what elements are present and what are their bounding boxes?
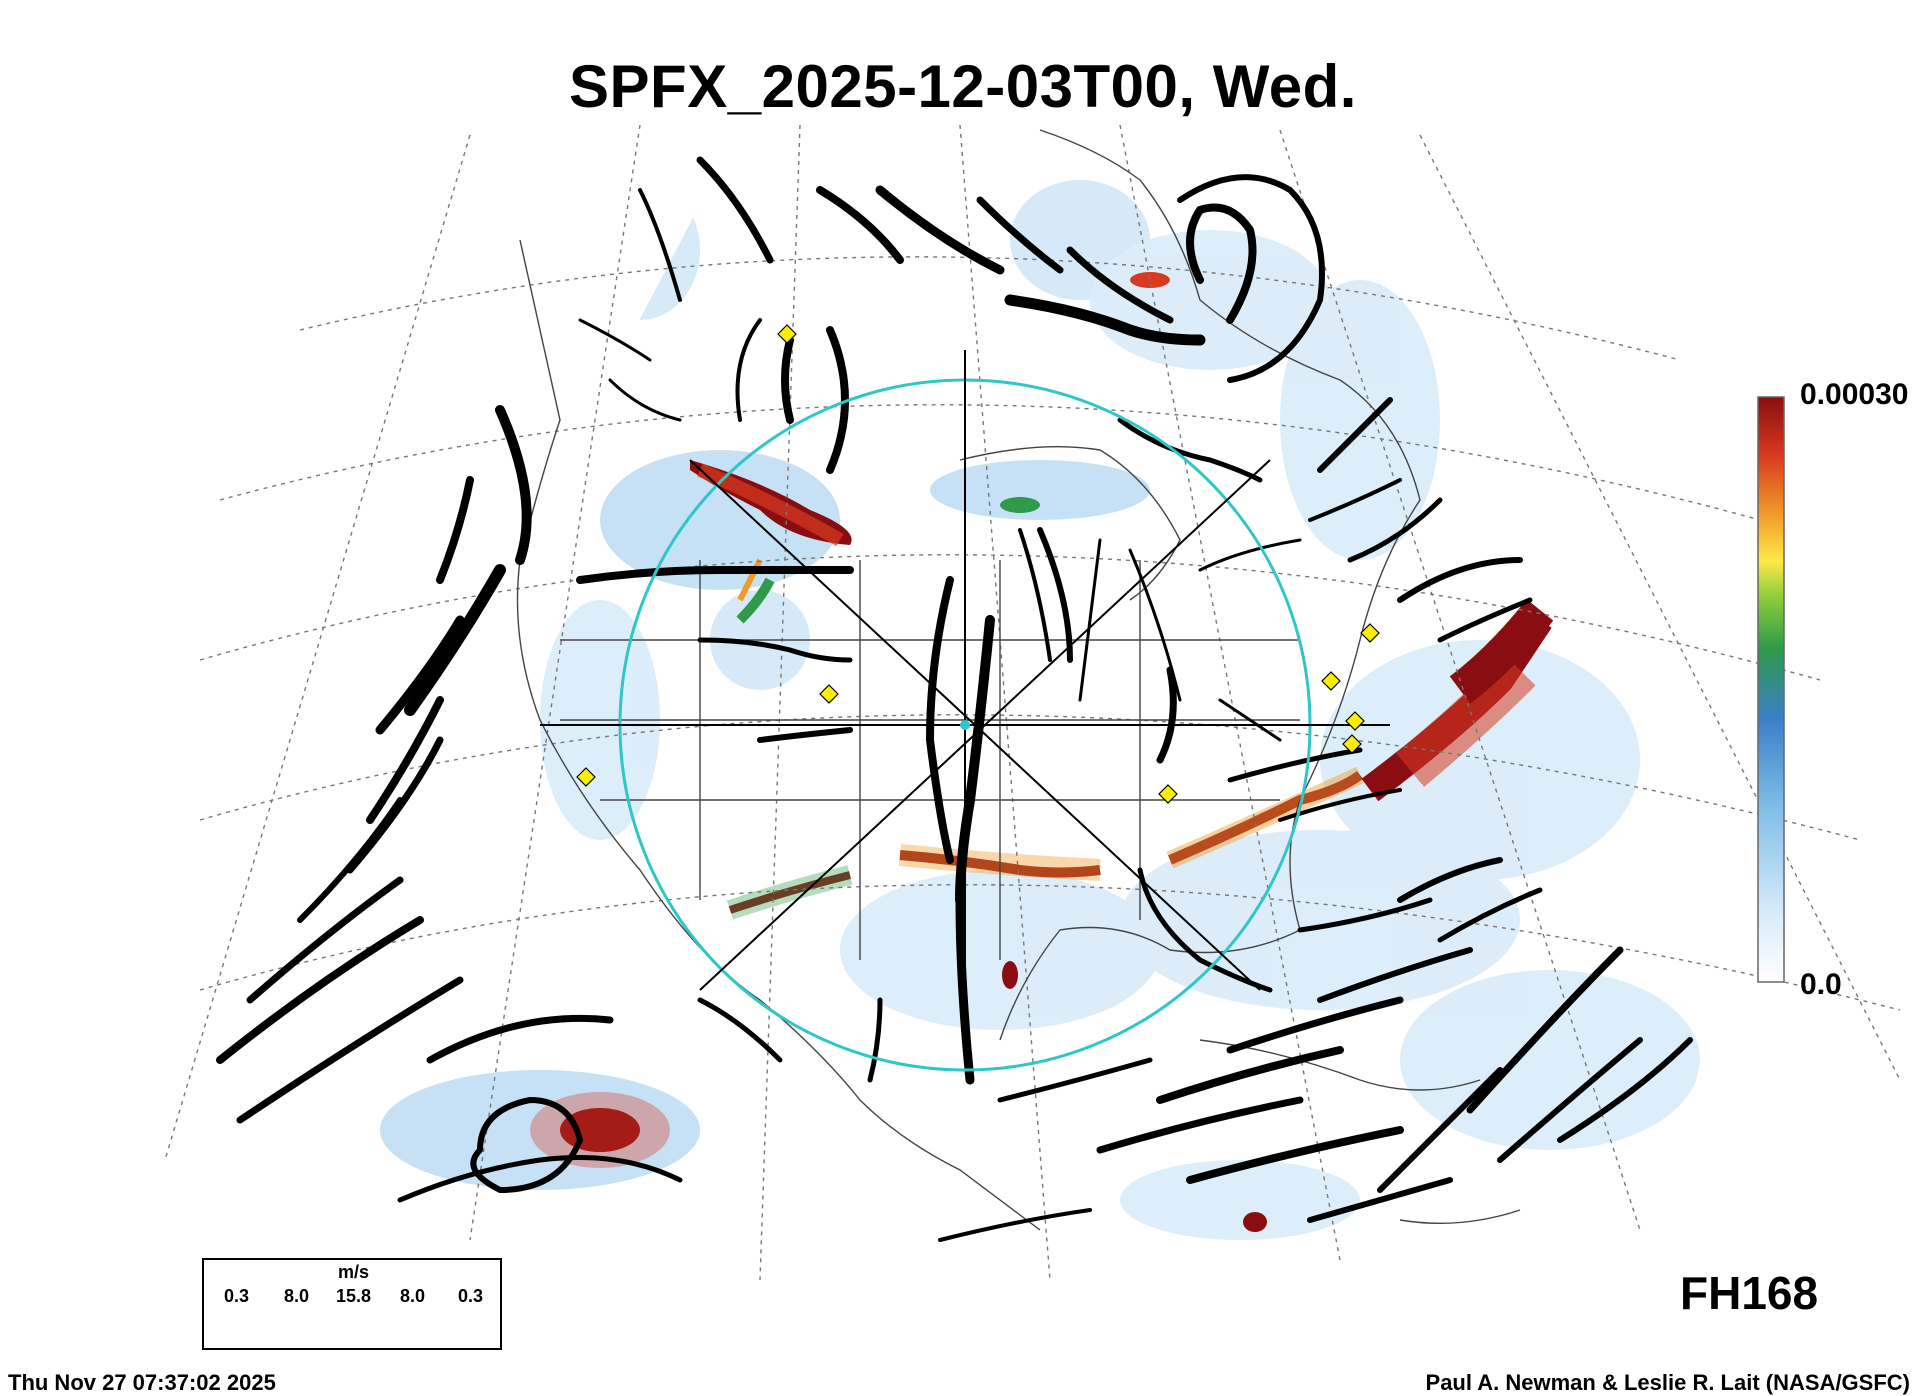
legend-value: 8.0 (284, 1286, 310, 1306)
legend-value: 8.0 (400, 1286, 426, 1306)
forecast-hour: FH168 (1680, 1267, 1819, 1319)
map-title: SPFX_2025-12-03T00, Wed. (569, 53, 1357, 120)
colorbar-max-label: 0.00030 (1800, 378, 1909, 411)
marker-diamond (1360, 623, 1380, 643)
legend-value: 15.8 (336, 1286, 372, 1306)
wind-streamlines (216, 156, 1693, 1242)
legend-value: 0.3 (224, 1286, 250, 1306)
analysis-circle (540, 350, 1390, 1072)
coastlines (516, 129, 1521, 1231)
wind-legend: m/s 0.3 8.0 15.8 8.0 0.3 (202, 1258, 502, 1350)
marker-diamond (1321, 671, 1341, 691)
legend-unit: m/s (338, 1262, 370, 1282)
marker-diamond (1345, 711, 1365, 731)
station-markers (576, 324, 1380, 804)
colorbar (1757, 396, 1785, 983)
legend-value: 0.3 (458, 1286, 484, 1306)
marker-diamond (819, 684, 839, 704)
footer-credit: Paul A. Newman & Leslie R. Lait (NASA/GS… (1425, 1370, 1910, 1395)
marker-diamond (777, 324, 797, 344)
marker-diamond (1158, 784, 1178, 804)
footer-timestamp: Thu Nov 27 07:37:02 2025 (8, 1370, 276, 1395)
marker-diamond (576, 767, 596, 787)
colorbar-min-label: 0.0 (1800, 968, 1842, 1001)
map-domain (380, 180, 1700, 1240)
marker-diamond (1342, 734, 1362, 754)
precip-bands (530, 272, 1554, 1232)
